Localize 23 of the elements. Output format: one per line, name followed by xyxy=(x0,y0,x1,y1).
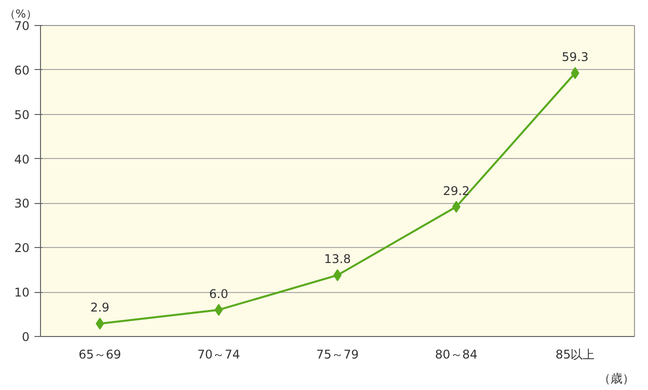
x-tick-label: 85以上 xyxy=(555,348,595,362)
x-axis-title: （歳） xyxy=(598,372,634,386)
data-label: 2.9 xyxy=(90,300,110,315)
y-tick-label: 30 xyxy=(14,196,30,211)
point xyxy=(333,269,342,282)
y-tick-label: 70 xyxy=(14,19,30,33)
y-tick-label: 20 xyxy=(14,241,30,256)
x-tick-label: 75～79 xyxy=(316,348,359,362)
point xyxy=(570,67,580,80)
data-label: 13.8 xyxy=(324,252,351,266)
data-label: 29.2 xyxy=(442,184,470,198)
data-label: 6.0 xyxy=(209,286,228,301)
data-label: 59.3 xyxy=(562,50,588,64)
x-tick-label: 65～69 xyxy=(78,348,122,362)
x-tick-label: 70～74 xyxy=(197,348,240,362)
point xyxy=(96,318,104,330)
y-tick-label: 0 xyxy=(22,330,30,344)
y-tick-label: 50 xyxy=(14,108,30,122)
y-axis-title: （%） xyxy=(4,8,37,20)
y-tick-label: 10 xyxy=(14,286,30,300)
y-tick-label: 40 xyxy=(14,152,30,166)
y-tick-label: 60 xyxy=(14,63,30,78)
x-tick-label: 80～84 xyxy=(435,348,478,362)
